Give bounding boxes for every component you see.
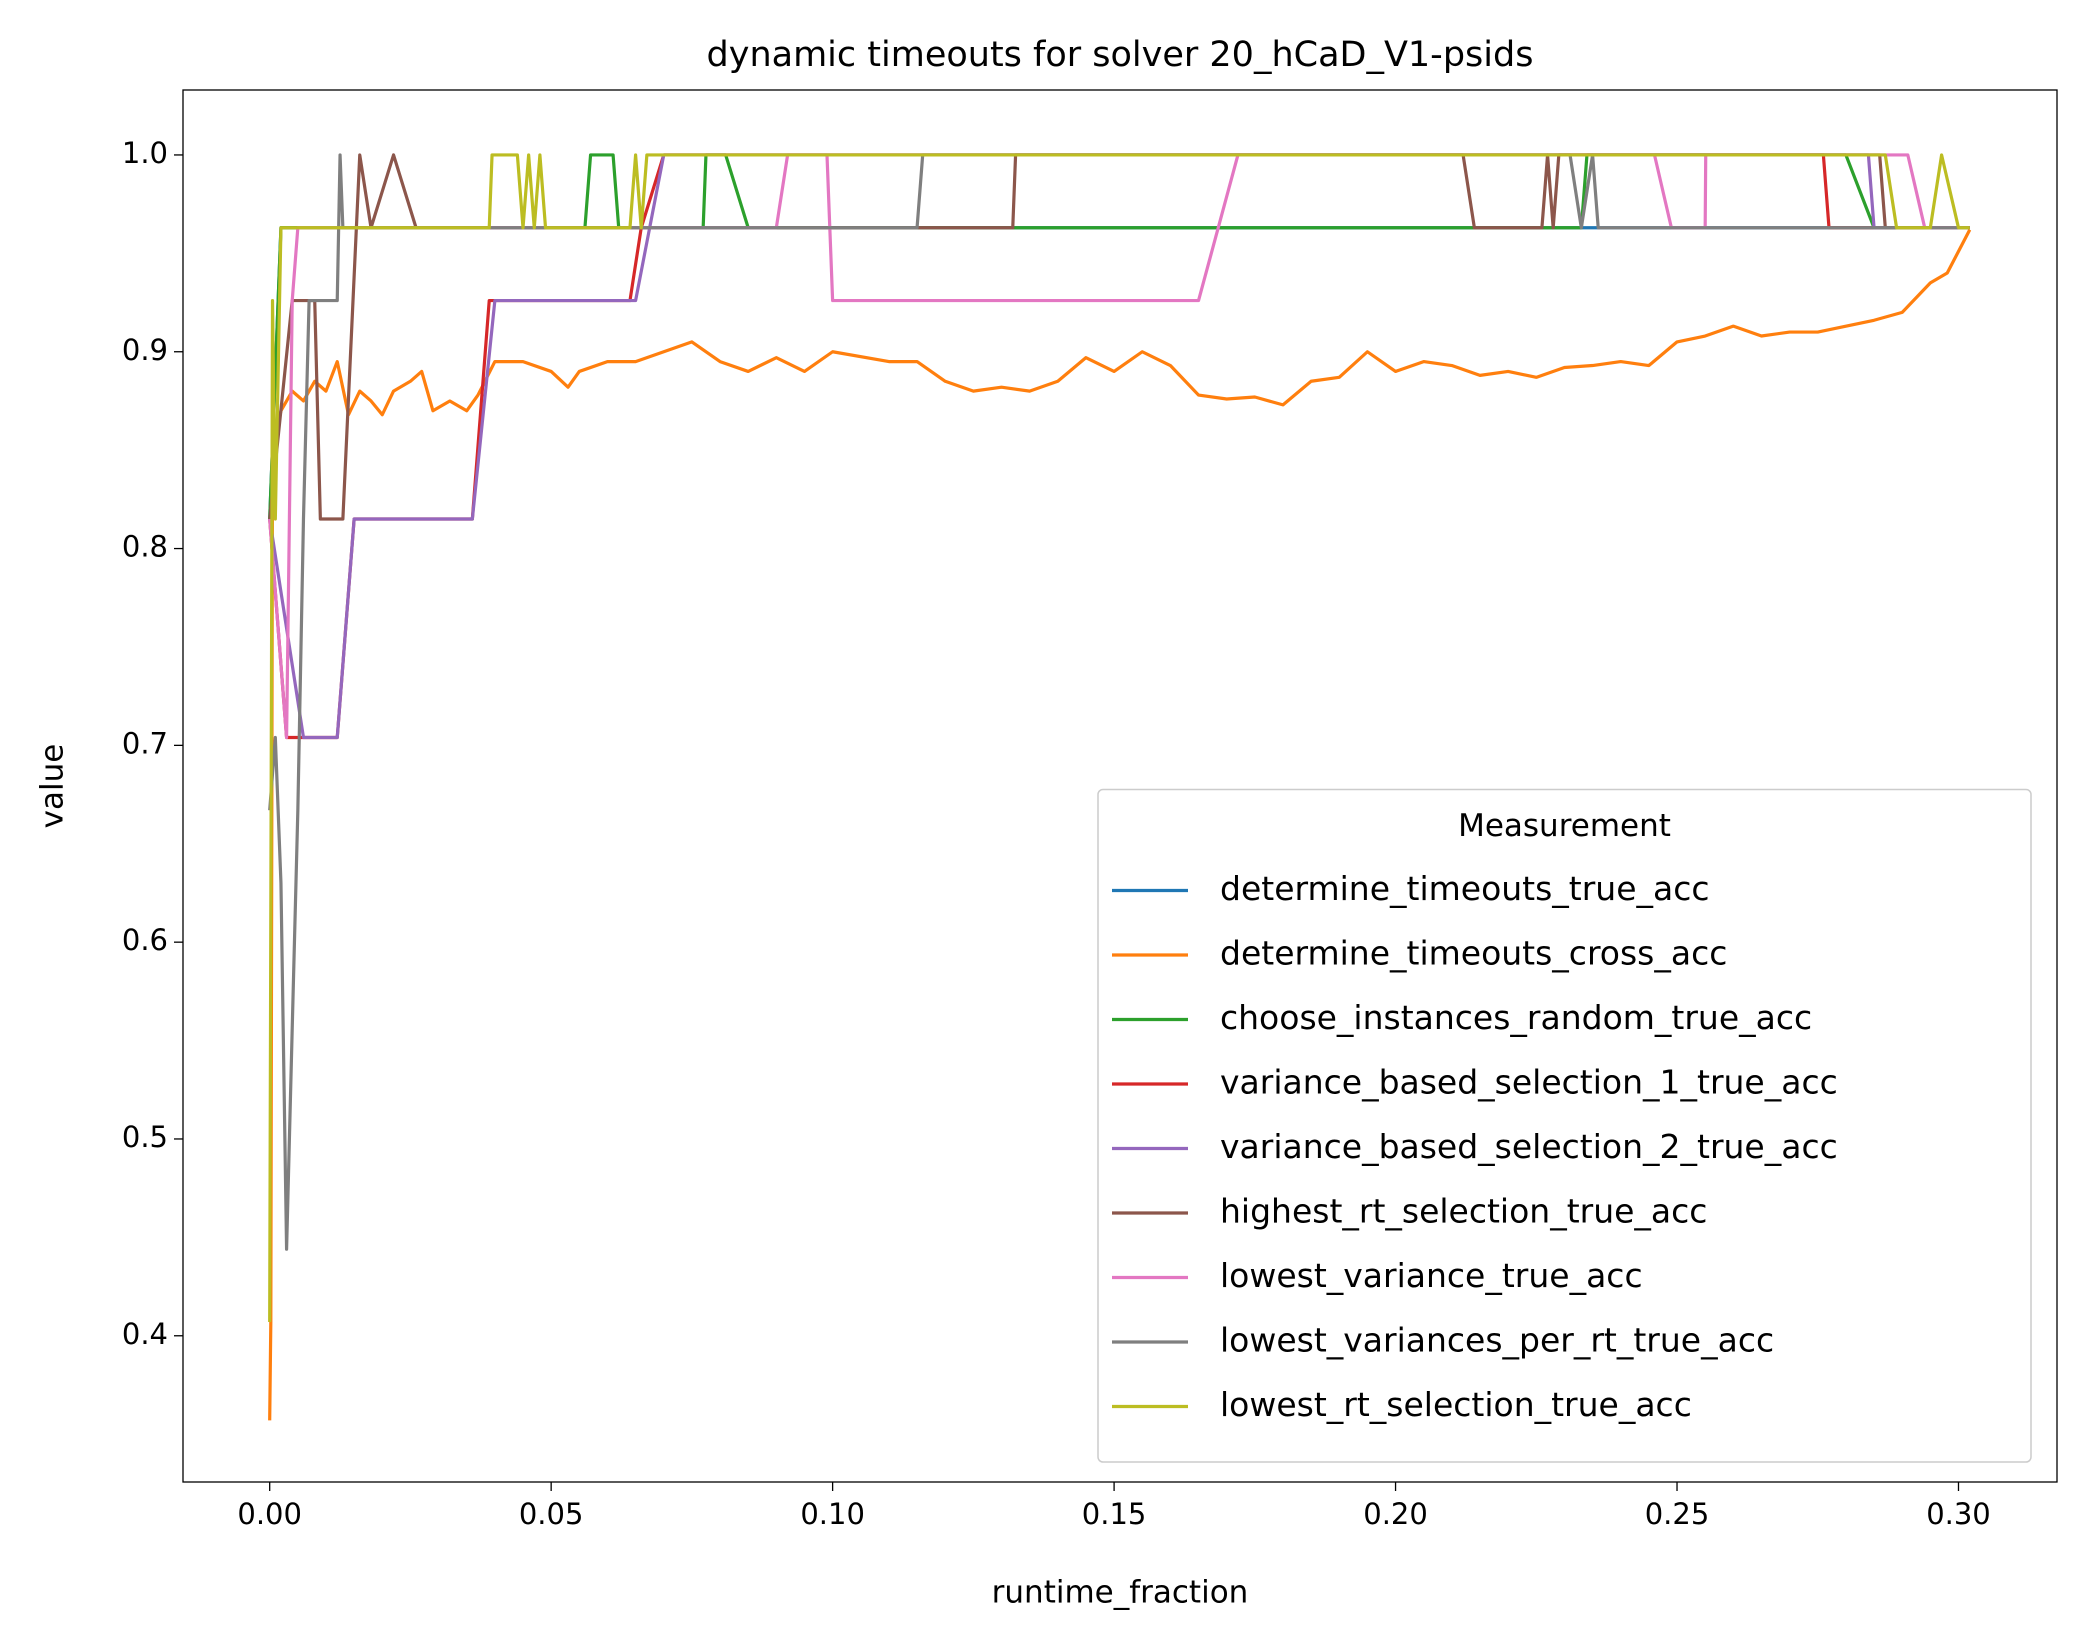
y-tick-label: 1.0: [122, 136, 168, 170]
series-line: [268, 153, 1970, 740]
series-line: [268, 153, 1970, 740]
series-line: [268, 228, 1972, 1421]
x-tick-label: 0.20: [1363, 1497, 1428, 1531]
legend-label: lowest_variances_per_rt_true_acc: [1220, 1321, 1774, 1360]
x-tick-label: 0.15: [1082, 1497, 1147, 1531]
x-tick-label: 0.05: [519, 1497, 584, 1531]
series-line: [268, 153, 1970, 1323]
x-tick-label: 0.30: [1926, 1497, 1991, 1531]
series-line: [268, 153, 1970, 521]
legend-label: lowest_variance_true_acc: [1220, 1256, 1643, 1295]
legend-label: choose_instances_random_true_acc: [1220, 998, 1812, 1037]
series-line: [268, 226, 1970, 520]
x-axis-label: runtime_fraction: [992, 1575, 1249, 1611]
plot-frame: [182, 89, 2058, 1483]
y-tick-label: 0.5: [122, 1120, 168, 1154]
legend-label: variance_based_selection_1_true_acc: [1220, 1063, 1838, 1102]
chart-title: dynamic timeouts for solver 20_hCaD_V1-p…: [707, 35, 1534, 75]
y-tick-label: 0.4: [122, 1317, 168, 1351]
y-axis-label: value: [35, 744, 71, 829]
x-tick-label: 0.00: [237, 1497, 302, 1531]
legend-label: highest_rt_selection_true_acc: [1220, 1192, 1707, 1231]
legend-label: variance_based_selection_2_true_acc: [1220, 1127, 1838, 1166]
legend-label: lowest_rt_selection_true_acc: [1220, 1385, 1692, 1424]
y-tick-label: 0.8: [122, 530, 168, 564]
y-tick-label: 0.9: [122, 333, 168, 367]
x-tick-label: 0.10: [800, 1497, 865, 1531]
x-tick-label: 0.25: [1645, 1497, 1710, 1531]
legend-label: determine_timeouts_cross_acc: [1220, 934, 1727, 973]
legend-box: [1097, 788, 2032, 1463]
legend-title: Measurement: [1458, 808, 1671, 844]
legend-label: determine_timeouts_true_acc: [1220, 869, 1710, 908]
y-tick-label: 0.7: [122, 726, 168, 760]
series-line: [268, 153, 1970, 740]
y-tick-label: 0.6: [122, 923, 168, 957]
